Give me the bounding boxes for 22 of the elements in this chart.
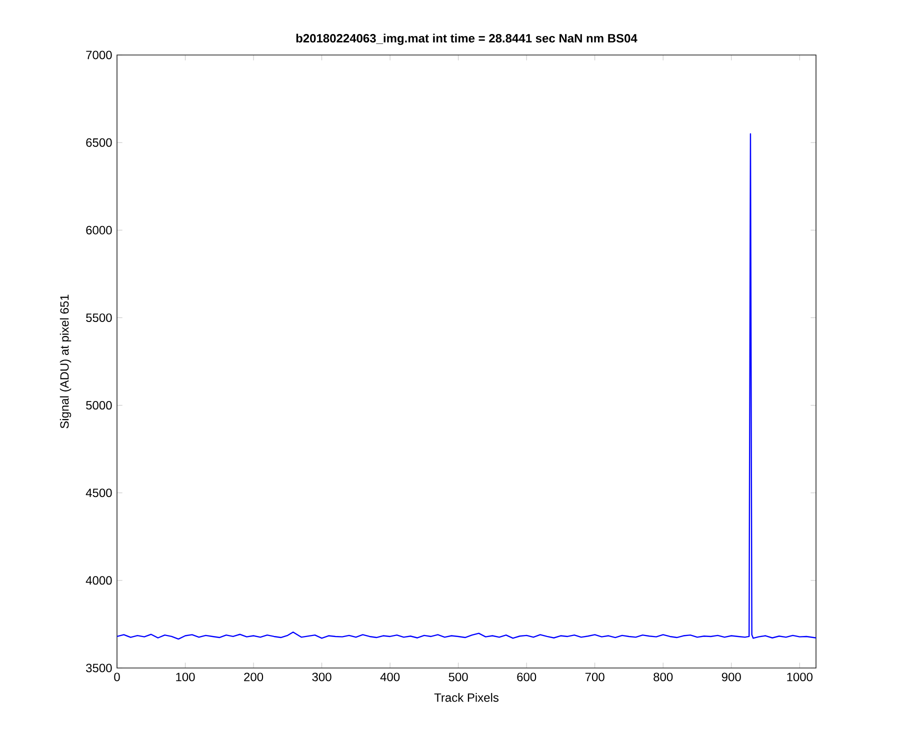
x-tick-label: 800: [654, 672, 673, 682]
y-axis-title: Signal (ADU) at pixel 651: [60, 294, 72, 428]
y-tick-label: 5500: [86, 313, 112, 322]
x-tick-label: 600: [517, 672, 536, 682]
x-tick-label: 1000: [787, 672, 812, 682]
y-tick-label: 4000: [86, 576, 112, 585]
x-tick-label: 400: [380, 672, 400, 682]
x-tick-label: 500: [448, 672, 468, 682]
y-tick-label: 4500: [86, 488, 112, 498]
x-tick-label: 700: [585, 672, 604, 682]
y-tick-label: 6000: [86, 226, 112, 234]
y-tick-label: 6500: [86, 138, 112, 147]
x-tick-label: 0: [114, 672, 120, 682]
x-axis-title: Track Pixels: [434, 693, 498, 702]
x-tick-label: 300: [312, 672, 332, 682]
x-tick-label: 900: [722, 672, 741, 682]
y-tick-label: 5000: [86, 401, 112, 410]
y-tick-label: 3500: [86, 664, 112, 672]
y-tick-label: 7000: [86, 50, 112, 60]
x-tick-label: 200: [244, 672, 264, 682]
x-tick-label: 100: [176, 672, 195, 682]
chart-title: b20180224063_img.mat int time = 28.8441 sec NaN nm BS04: [296, 34, 638, 45]
